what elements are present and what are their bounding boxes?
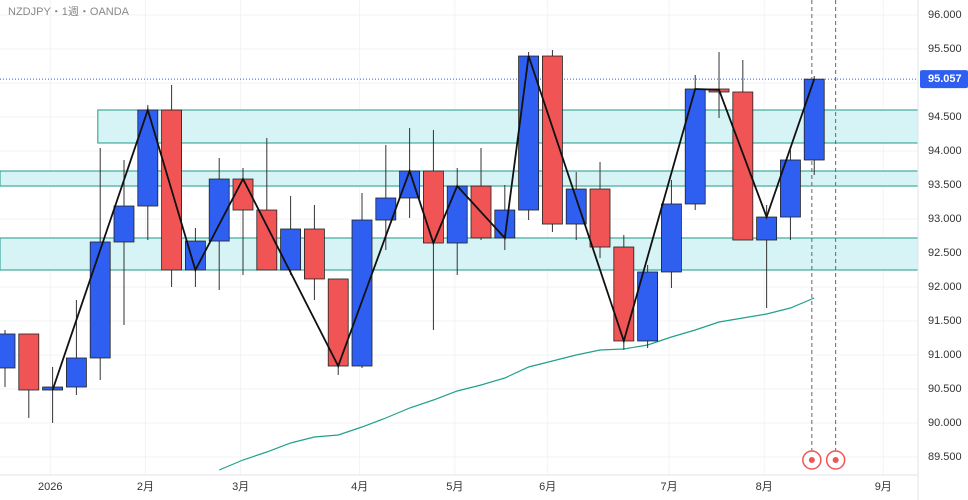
chart-title: NZDJPY・1週・OANDA [8, 5, 130, 18]
y-tick-label: 91.000 [928, 349, 962, 361]
candle-body [684, 88, 706, 205]
last-price-label: 95.057 [928, 73, 962, 85]
y-tick-label: 96.000 [928, 9, 962, 21]
x-tick-label: 3月 [232, 481, 249, 493]
y-tick-label: 94.000 [928, 145, 962, 157]
candle-body [256, 209, 278, 271]
candle-body [803, 78, 825, 161]
candle-body [113, 205, 135, 243]
y-tick-label: 90.500 [928, 383, 962, 395]
candle-body [66, 357, 87, 388]
moving-average [218, 297, 815, 471]
y-tick-label: 94.500 [928, 111, 962, 123]
last-price-badge [920, 70, 968, 89]
zone [97, 109, 919, 144]
candle-body [280, 228, 302, 271]
x-tick-label: 8月 [756, 481, 773, 493]
candle-body [661, 203, 682, 273]
candle-body [732, 91, 754, 241]
marker-dot [832, 457, 839, 463]
x-tick-label: 9月 [875, 481, 892, 493]
candle-body [89, 241, 111, 359]
candle-body [18, 333, 40, 391]
x-tick-label: 4月 [351, 481, 368, 493]
candle-body [780, 159, 801, 218]
y-tick-label: 93.500 [928, 179, 962, 191]
candle-body [542, 55, 563, 225]
zigzag-line [51, 55, 816, 391]
candle-body [351, 219, 373, 367]
candle-body [756, 216, 778, 241]
y-tick-label: 95.500 [928, 43, 962, 55]
candle-body [589, 188, 611, 248]
y-tick-label: 92.500 [928, 247, 962, 259]
candle-body [637, 271, 659, 342]
y-tick-label: 91.500 [928, 315, 962, 327]
plot [0, 0, 919, 471]
candle-body [208, 178, 230, 242]
y-tick-label: 92.000 [928, 281, 962, 293]
candle-body [613, 246, 635, 342]
x-tick-label: 6月 [539, 481, 556, 493]
candle-body [304, 228, 325, 280]
marker-dot [808, 457, 815, 463]
y-tick-label: 90.000 [928, 417, 962, 429]
x-tick-label: 7月 [660, 481, 677, 493]
x-tick-label: 5月 [446, 481, 463, 493]
y-tick-label: 93.000 [928, 213, 962, 225]
candle-body [423, 170, 444, 244]
y-tick-label: 89.500 [928, 451, 962, 463]
x-tick-label: 2026 [38, 481, 62, 493]
x-tick-label: 2月 [137, 481, 154, 493]
candle-body [137, 109, 159, 207]
candle-body [0, 333, 16, 369]
